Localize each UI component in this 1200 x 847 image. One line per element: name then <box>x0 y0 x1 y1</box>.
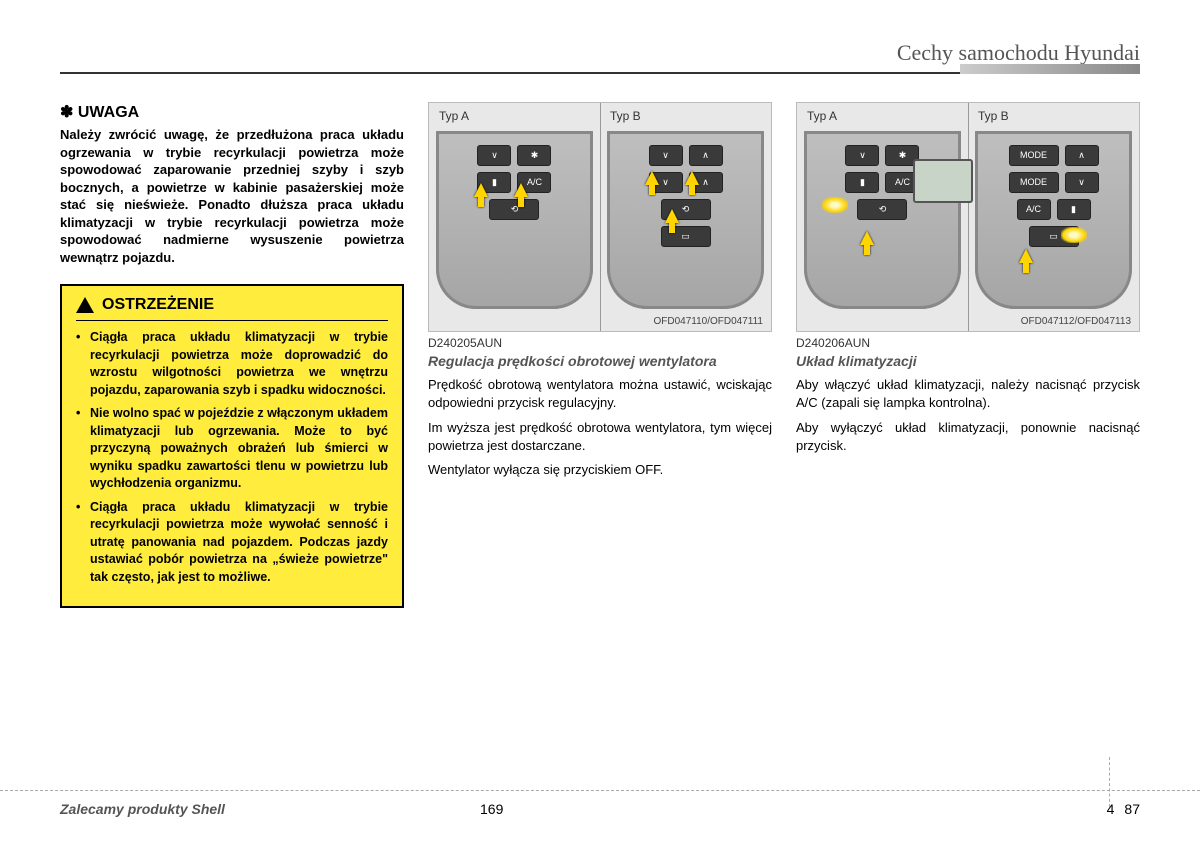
figure-ac: Typ A Typ B ∨ ✱ ▮ A/C ⟲ <box>796 102 1140 332</box>
note-symbol: ✽ <box>60 104 73 121</box>
recirculate-button: ⟲ <box>857 199 907 220</box>
recirculate-button: ⟲ <box>489 199 539 220</box>
fan-down-button: ∨ <box>477 145 511 166</box>
arrow-up-icon <box>1019 249 1033 263</box>
fig-label-typ-a: Typ A <box>439 109 469 123</box>
warning-list: Ciągła praca układu klimatyzacji w trybi… <box>76 329 388 586</box>
warning-triangle-icon <box>76 297 94 313</box>
warning-box: OSTRZEŻENIE Ciągła praca układu klimatyz… <box>60 284 404 608</box>
footer-page-section: 4 87 <box>1107 801 1200 817</box>
mode-button: MODE <box>1009 172 1059 193</box>
column-1: ✽ UWAGA Należy zwrócić uwagę, że przedłu… <box>60 102 404 608</box>
climate-panel-b: ∨ ∧ ∨ ∧ ⟲ ▭ <box>607 131 764 309</box>
body-text: Prędkość obrotową wentylatora można usta… <box>428 376 772 412</box>
footer-separator <box>1109 757 1110 807</box>
footer-page-abs: 169 <box>480 801 1107 817</box>
header-title: Cechy samochodu Hyundai <box>897 40 1140 65</box>
section-title-ac: Układ klimatyzacji <box>796 352 1140 370</box>
reference-code: D240206AUN <box>796 336 1140 350</box>
body-text: Wentylator wyłącza się przyciskiem OFF. <box>428 461 772 479</box>
figure-code: OFD047112/OFD047113 <box>1021 316 1131 327</box>
arrow-up-icon <box>474 183 488 197</box>
arrow-up-icon <box>860 231 874 245</box>
figure-code: OFD047110/OFD047111 <box>653 316 763 327</box>
fan-up-button: ∧ <box>689 145 723 166</box>
fan-down-button: ∨ <box>845 145 879 166</box>
climate-panel-a: ∨ ✱ ▮ A/C ⟲ <box>436 131 593 309</box>
reference-code: D240205AUN <box>428 336 772 350</box>
footer-shell-text: Zalecamy produkty Shell <box>0 801 480 817</box>
column-2: Typ A Typ B ∨ ✱ ▮ A/C ⟲ <box>428 102 772 608</box>
arrow-up-icon <box>645 171 659 185</box>
header-accent-bar <box>960 64 1140 74</box>
indicator-glow-icon <box>1061 227 1087 243</box>
fig-label-typ-b: Typ B <box>978 109 1009 123</box>
climate-panel-a: ∨ ✱ ▮ A/C ⟲ <box>804 131 961 309</box>
climate-panel-b: MODE ∧ MODE ∨ A/C ▮ ▭ <box>975 131 1132 309</box>
footer-page-num: 87 <box>1124 801 1140 817</box>
figure-divider <box>968 103 969 331</box>
page-header: Cechy samochodu Hyundai <box>60 40 1140 74</box>
up-button: ∧ <box>1065 145 1099 166</box>
mode-button: MODE <box>1009 145 1059 166</box>
warning-item: Ciągła praca układu klimatyzacji w trybi… <box>76 329 388 399</box>
note-heading: ✽ UWAGA <box>60 102 404 122</box>
column-3: Typ A Typ B ∨ ✱ ▮ A/C ⟲ <box>796 102 1140 608</box>
indicator-button: ▮ <box>1057 199 1091 220</box>
figure-fan-speed: Typ A Typ B ∨ ✱ ▮ A/C ⟲ <box>428 102 772 332</box>
fig-label-typ-b: Typ B <box>610 109 641 123</box>
content-columns: ✽ UWAGA Należy zwrócić uwagę, że przedłu… <box>60 102 1140 608</box>
indicator-glow-icon <box>822 197 848 213</box>
auto-button: ▮ <box>845 172 879 193</box>
fan-down-button: ∨ <box>649 145 683 166</box>
figure-divider <box>600 103 601 331</box>
body-text: Im wyższa jest prędkość obrotowa wentyla… <box>428 419 772 455</box>
lcd-display <box>913 159 973 203</box>
warning-header: OSTRZEŻENIE <box>76 296 388 321</box>
arrow-up-icon <box>514 183 528 197</box>
section-title-fan: Regulacja prędkości obrotowej wentylator… <box>428 352 772 370</box>
page-footer: Zalecamy produkty Shell 169 4 87 <box>0 790 1200 817</box>
ac-button: A/C <box>1017 199 1051 220</box>
fan-up-button: ✱ <box>517 145 551 166</box>
note-label: UWAGA <box>78 104 139 121</box>
arrow-up-icon <box>665 209 679 223</box>
warning-title: OSTRZEŻENIE <box>102 296 214 314</box>
warning-item: Ciągła praca układu klimatyzacji w trybi… <box>76 499 388 587</box>
body-text: Aby wyłączyć układ klimatyzacji, ponowni… <box>796 419 1140 455</box>
footer-section-num: 4 <box>1107 801 1115 817</box>
note-text: Należy zwrócić uwagę, że przedłużona pra… <box>60 126 404 266</box>
fig-label-typ-a: Typ A <box>807 109 837 123</box>
arrow-up-icon <box>685 171 699 185</box>
warning-item: Nie wolno spać w pojeździe z włączonym u… <box>76 405 388 493</box>
down-button: ∨ <box>1065 172 1099 193</box>
body-text: Aby włączyć układ klimatyzacji, należy n… <box>796 376 1140 412</box>
